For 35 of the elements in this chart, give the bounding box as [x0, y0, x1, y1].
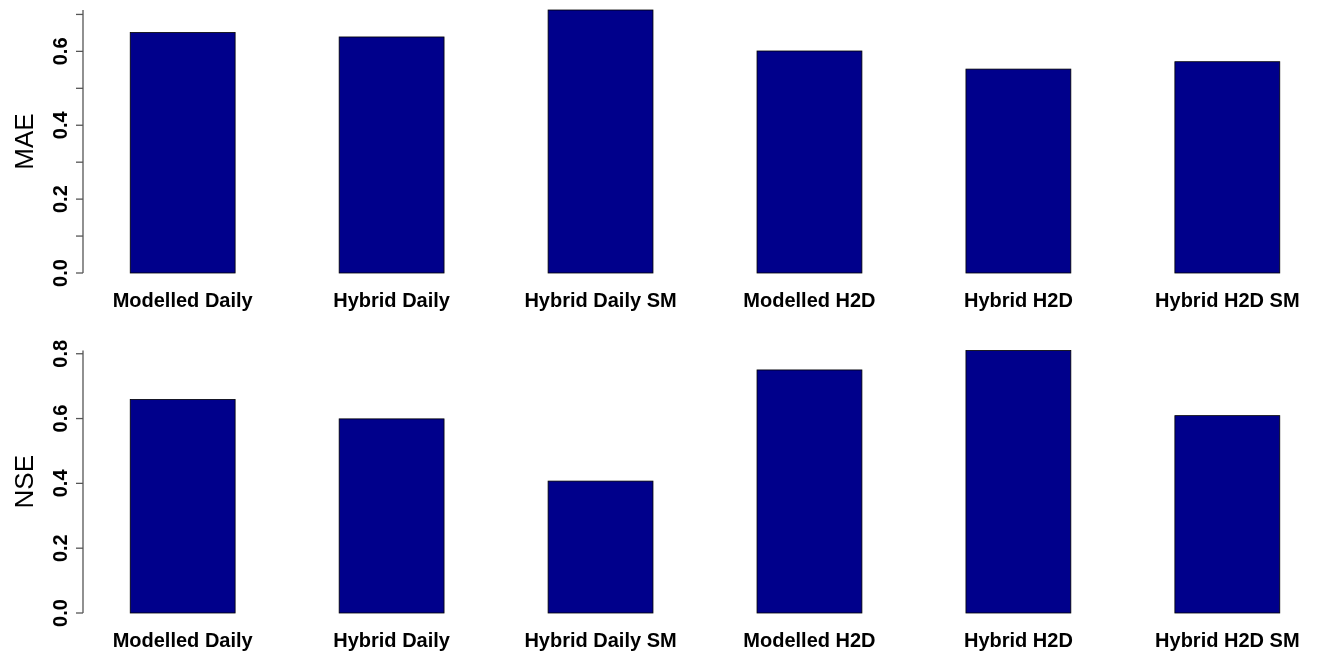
bar — [547, 480, 654, 614]
y-tick-label: 0.0 — [49, 259, 71, 287]
bar — [129, 32, 236, 274]
bar — [547, 9, 654, 274]
bar — [338, 418, 445, 614]
bar — [1174, 415, 1281, 614]
y-tick-label: 0.6 — [49, 37, 71, 66]
x-tick-label: Hybrid H2D SM — [1155, 629, 1300, 651]
y-axis-title: MAE — [9, 113, 39, 170]
x-tick-label: Hybrid H2D — [963, 289, 1073, 311]
y-tick-label: 0.0 — [49, 599, 71, 627]
bar — [965, 68, 1072, 274]
y-axis-title: NSE — [9, 455, 39, 509]
x-tick-label: Hybrid Daily — [333, 289, 451, 311]
x-tick-label: Hybrid H2D SM — [1155, 289, 1300, 311]
y-tick-label: 0.2 — [49, 185, 71, 214]
bar — [756, 369, 863, 614]
x-tick-label: Modelled Daily — [112, 289, 254, 311]
x-tick-label: Modelled Daily — [112, 629, 254, 651]
bar — [129, 399, 236, 614]
x-tick-label: Modelled H2D — [743, 629, 876, 651]
y-tick-label: 0.4 — [49, 468, 71, 498]
bar — [338, 36, 445, 274]
y-tick-label: 0.2 — [49, 534, 71, 563]
bar — [756, 50, 863, 274]
x-tick-label: Hybrid Daily SM — [524, 289, 677, 311]
bar — [1174, 61, 1281, 274]
x-tick-label: Modelled H2D — [743, 289, 876, 311]
x-tick-label: Hybrid Daily SM — [524, 629, 677, 651]
bar — [965, 350, 1072, 614]
y-tick-label: 0.8 — [49, 339, 71, 368]
x-tick-label: Hybrid H2D — [963, 629, 1073, 651]
x-tick-label: Hybrid Daily — [333, 629, 451, 651]
y-tick-label: 0.6 — [49, 404, 71, 433]
y-tick-label: 0.4 — [49, 110, 71, 140]
